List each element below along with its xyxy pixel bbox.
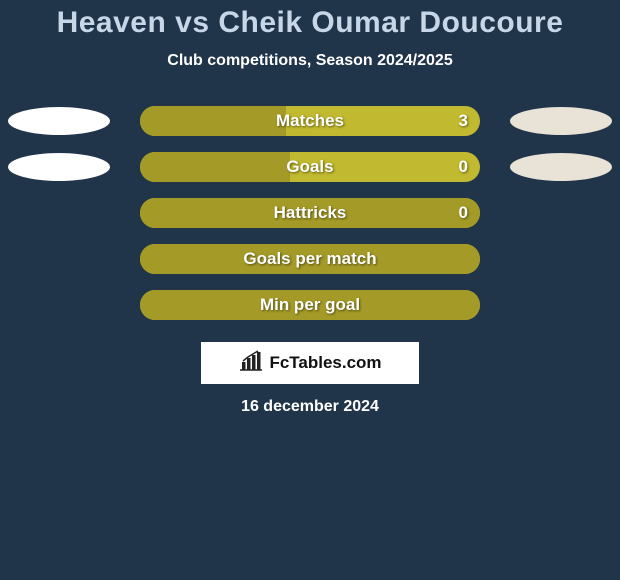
bar-fill-left <box>140 106 286 136</box>
bar-fill-left <box>140 152 290 182</box>
infographic-container: Heaven vs Cheik Oumar Doucoure Club comp… <box>0 0 620 580</box>
bar-label: Min per goal <box>260 295 360 315</box>
stat-row: Goals per match <box>0 236 620 282</box>
stat-row: Matches 3 <box>0 98 620 144</box>
stat-row: Goals 0 <box>0 144 620 190</box>
bar-label: Matches <box>276 111 344 131</box>
page-title: Heaven vs Cheik Oumar Doucoure <box>0 6 620 40</box>
bar-label: Hattricks <box>274 203 347 223</box>
left-ellipse <box>8 107 110 135</box>
bars-icon <box>238 350 264 377</box>
bar-label: Goals per match <box>243 249 376 269</box>
right-ellipse <box>510 153 612 181</box>
bar: Min per goal <box>140 290 480 320</box>
bar-value-right: 3 <box>459 111 468 131</box>
stat-row: Min per goal <box>0 282 620 328</box>
bar: Hattricks 0 <box>140 198 480 228</box>
bar-label: Goals <box>286 157 333 177</box>
logo-text: FcTables.com <box>269 353 381 373</box>
stat-row: Hattricks 0 <box>0 190 620 236</box>
left-ellipse <box>8 153 110 181</box>
bar: Goals per match <box>140 244 480 274</box>
stats-list: Matches 3 Goals 0 Hattricks 0 Goals per match M… <box>0 98 620 328</box>
bar-value-right: 0 <box>459 157 468 177</box>
logo-box: FcTables.com <box>201 342 419 384</box>
bar: Matches 3 <box>140 106 480 136</box>
bar: Goals 0 <box>140 152 480 182</box>
date-text: 16 december 2024 <box>0 398 620 416</box>
page-subtitle: Club competitions, Season 2024/2025 <box>0 52 620 70</box>
right-ellipse <box>510 107 612 135</box>
bar-value-right: 0 <box>459 203 468 223</box>
